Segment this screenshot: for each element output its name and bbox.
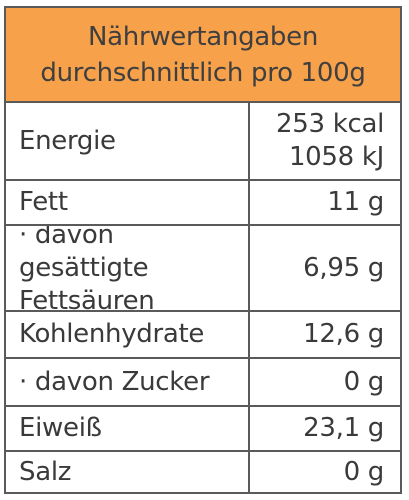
row-salz-label: Salz xyxy=(6,452,250,492)
table-header: Nährwertangaben durchschnittlich pro 100… xyxy=(6,8,400,103)
nutrition-table: Nährwertangaben durchschnittlich pro 100… xyxy=(4,6,402,494)
row-gesaettigte-value: 6,95 g xyxy=(250,226,400,312)
row-fett-label: Fett xyxy=(6,181,250,226)
row-energie-value: 253 kcal 1058 kJ xyxy=(250,103,400,181)
energie-kcal: 253 kcal xyxy=(276,109,384,139)
row-zucker-label: · davon Zucker xyxy=(6,359,250,407)
row-gesaettigte-label: · davon gesättigte Fettsäuren xyxy=(6,226,250,312)
eiweiss-value: 23,1 g xyxy=(303,413,384,443)
gesaettigte-label-line2: Fettsäuren xyxy=(19,285,155,312)
zucker-label: · davon Zucker xyxy=(19,366,210,397)
row-salz-value: 0 g xyxy=(250,452,400,492)
header-title: Nährwertangaben xyxy=(87,21,319,52)
zucker-value: 0 g xyxy=(343,366,385,397)
row-zucker-value: 0 g xyxy=(250,359,400,407)
header-subtitle: durchschnittlich pro 100g xyxy=(40,57,366,88)
table-body: Energie 253 kcal 1058 kJ Fett 11 g · dav… xyxy=(6,103,400,492)
row-fett-value: 11 g xyxy=(250,181,400,226)
salz-value: 0 g xyxy=(343,456,385,487)
gesaettigte-label-stack: · davon gesättigte Fettsäuren xyxy=(19,226,248,312)
fett-value: 11 g xyxy=(327,187,384,217)
kohlenhydrate-label: Kohlenhydrate xyxy=(19,319,205,349)
row-kohlenhydrate-label: Kohlenhydrate xyxy=(6,312,250,359)
kohlenhydrate-value: 12,6 g xyxy=(303,319,384,349)
energie-label: Energie xyxy=(19,125,116,156)
energie-kj: 1058 kJ xyxy=(288,142,384,172)
row-kohlenhydrate-value: 12,6 g xyxy=(250,312,400,359)
eiweiss-label: Eiweiß xyxy=(19,413,102,443)
salz-label: Salz xyxy=(19,456,72,487)
gesaettigte-label-line1: · davon gesättigte xyxy=(19,226,149,283)
row-eiweiss-value: 23,1 g xyxy=(250,407,400,452)
energie-value-stack: 253 kcal 1058 kJ xyxy=(276,108,384,174)
gesaettigte-value: 6,95 g xyxy=(303,252,384,283)
row-energie-label: Energie xyxy=(6,103,250,181)
fett-label: Fett xyxy=(19,187,68,217)
row-eiweiss-label: Eiweiß xyxy=(6,407,250,452)
